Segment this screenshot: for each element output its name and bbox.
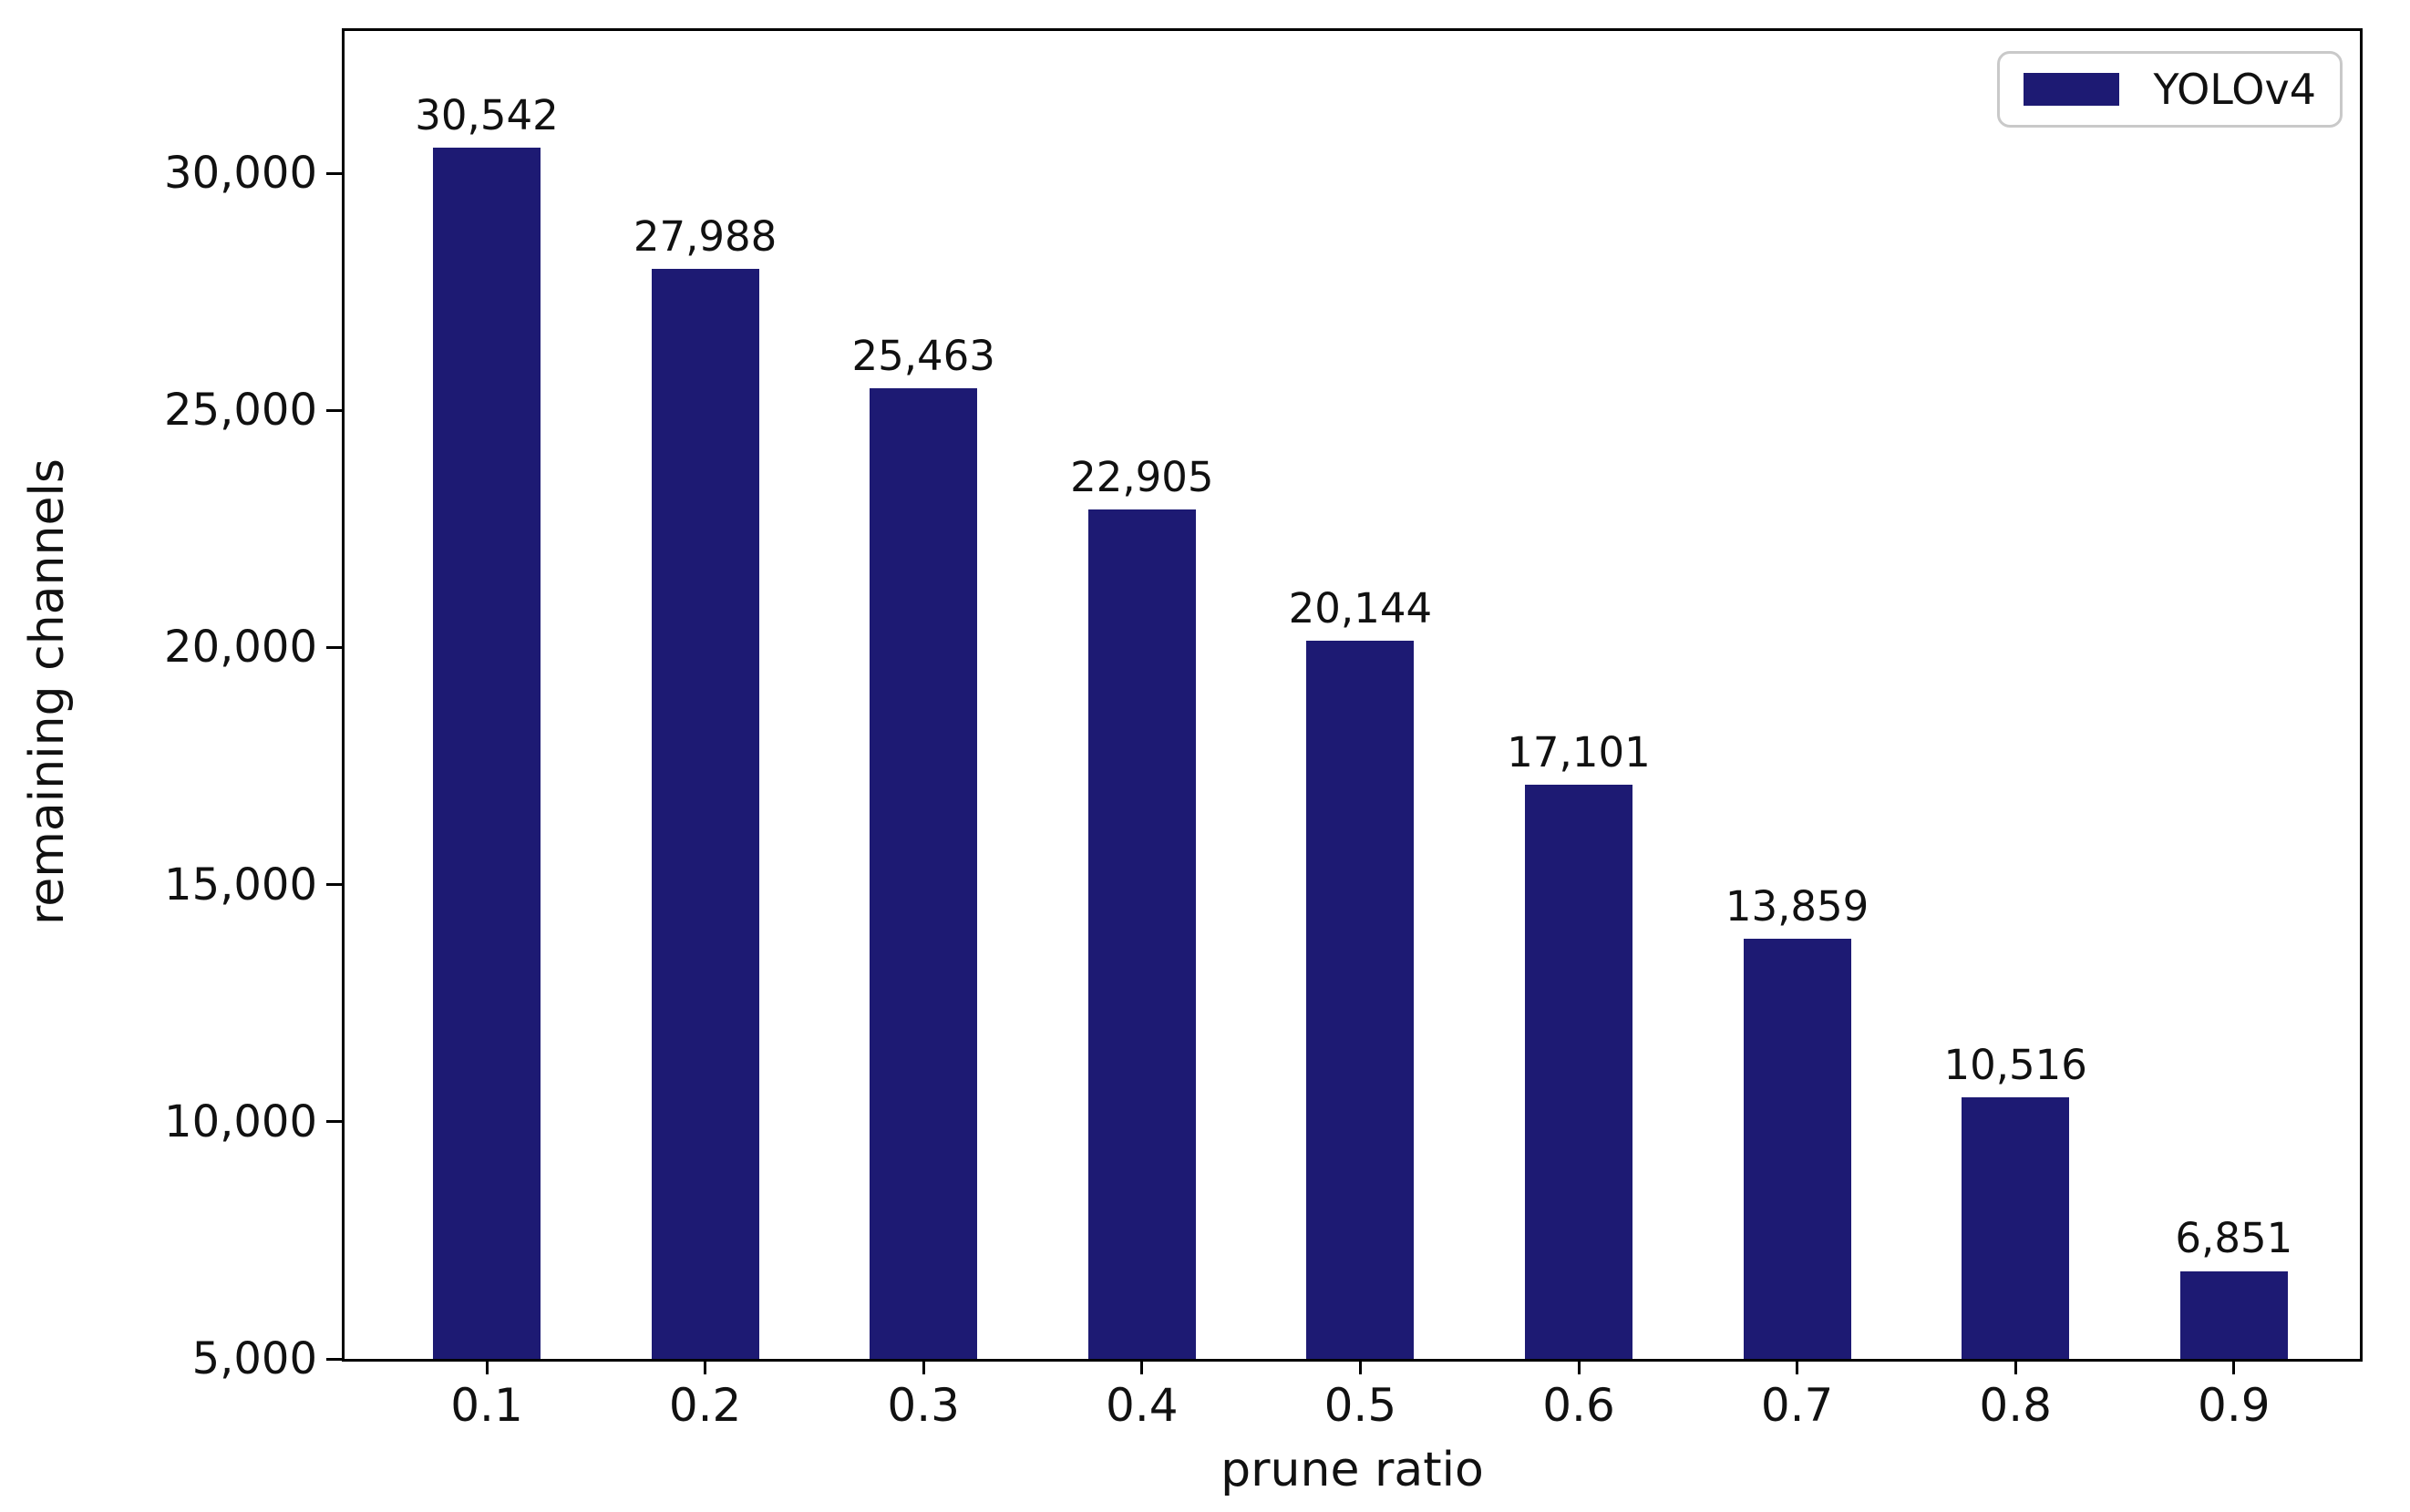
x-tick-label-0.2: 0.2	[668, 1379, 742, 1432]
y-tick-mark-15,000	[326, 883, 345, 887]
bar-value-label-0.3: 25,463	[851, 331, 995, 380]
x-tick-label-0.8: 0.8	[1979, 1379, 2052, 1432]
y-tick-label-25,000: 25,000	[164, 385, 317, 437]
y-tick-mark-25,000	[326, 408, 345, 412]
y-tick-mark-10,000	[326, 1120, 345, 1124]
x-tick-mark-0.4	[1140, 1359, 1144, 1374]
y-tick-label-20,000: 20,000	[164, 622, 317, 674]
bar-value-label-0.1: 30,542	[415, 90, 559, 139]
bar-0.3	[870, 388, 978, 1359]
x-tick-label-0.9: 0.9	[2198, 1379, 2271, 1432]
y-tick-label-30,000: 30,000	[164, 148, 317, 200]
legend: YOLOv4	[1996, 51, 2343, 128]
bar-value-label-0.5: 20,144	[1288, 583, 1433, 633]
x-tick-label-0.1: 0.1	[450, 1379, 523, 1432]
x-tick-mark-0.8	[2013, 1359, 2017, 1374]
bar-0.5	[1306, 640, 1415, 1359]
x-tick-mark-0.3	[922, 1359, 925, 1374]
x-tick-mark-0.7	[1796, 1359, 1799, 1374]
y-tick-mark-30,000	[326, 171, 345, 175]
x-tick-label-0.5: 0.5	[1323, 1379, 1397, 1432]
x-tick-label-0.4: 0.4	[1106, 1379, 1179, 1432]
bar-0.8	[1962, 1096, 2070, 1359]
plot-area: 30,542 27,988 25,463 22,905 20,144 17,101 13,8…	[164, 28, 2363, 1494]
x-tick-mark-0.1	[485, 1359, 489, 1374]
bar-value-label-0.8: 10,516	[1943, 1040, 2087, 1089]
bar-0.9	[2179, 1270, 2288, 1359]
x-tick-mark-0.6	[1577, 1359, 1581, 1374]
bar-value-label-0.9: 6,851	[2175, 1214, 2293, 1263]
bar-0.2	[651, 268, 759, 1359]
x-tick-mark-0.9	[2232, 1359, 2236, 1374]
y-tick-label-10,000: 10,000	[164, 1095, 317, 1147]
bar-0.1	[433, 147, 541, 1359]
bar-value-label-0.4: 22,905	[1070, 453, 1214, 502]
bar-value-label-0.7: 13,859	[1725, 881, 1869, 931]
y-tick-mark-5,000	[326, 1357, 345, 1361]
bar-0.7	[1743, 939, 1851, 1359]
bar-value-label-0.2: 27,988	[633, 211, 778, 261]
legend-label-yolov4: YOLOv4	[2153, 65, 2316, 114]
x-tick-label-0.3: 0.3	[887, 1379, 960, 1432]
y-tick-label-5,000: 5,000	[191, 1333, 317, 1384]
y-tick-label-15,000: 15,000	[164, 859, 317, 910]
x-tick-label-0.7: 0.7	[1760, 1379, 1834, 1432]
y-axis-title: remaining channels	[20, 458, 75, 925]
y-tick-mark-20,000	[326, 645, 345, 649]
x-tick-mark-0.5	[1358, 1359, 1362, 1374]
legend-swatch-yolov4	[2023, 73, 2119, 106]
x-axis-title: prune ratio	[1220, 1443, 1484, 1497]
bar-value-label-0.6: 17,101	[1507, 728, 1651, 777]
bar-0.4	[1087, 509, 1196, 1359]
x-tick-label-0.6: 0.6	[1542, 1379, 1615, 1432]
bar-0.6	[1525, 785, 1632, 1359]
x-tick-mark-0.2	[704, 1359, 707, 1374]
